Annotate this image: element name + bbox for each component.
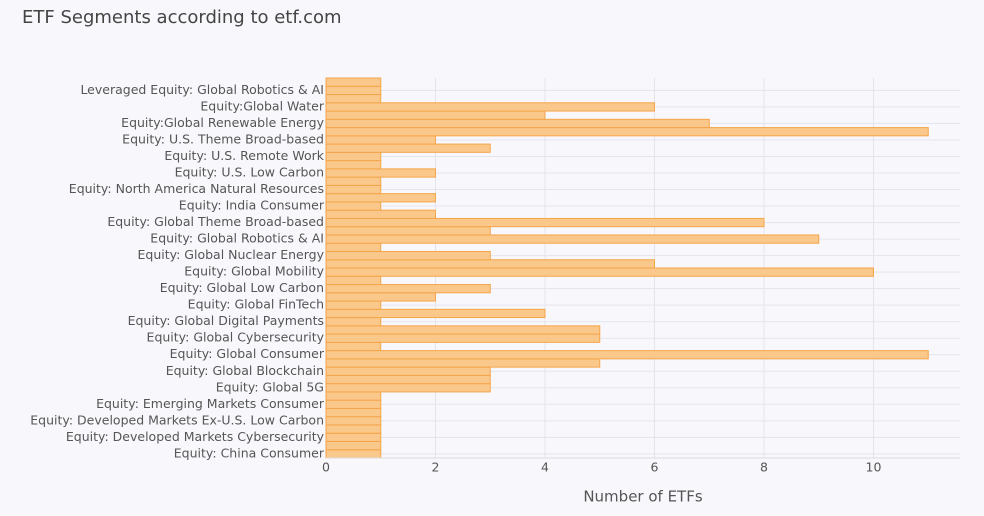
bar: [325, 85, 382, 96]
bar: [325, 135, 436, 145]
bar: [325, 168, 436, 178]
bar: [325, 440, 382, 451]
y-tick-label: Equity: Developed Markets Ex-U.S. Low Ca…: [30, 412, 324, 427]
bar: [325, 292, 436, 302]
bar: [325, 217, 765, 228]
bar: [325, 432, 382, 442]
bar: [325, 184, 382, 195]
y-tick-label: Equity: Global Digital Payments: [128, 313, 324, 328]
x-tick-label: 4: [541, 460, 549, 475]
bar: [325, 383, 491, 393]
bar: [325, 341, 382, 352]
y-tick-label: Equity: Global Blockchain: [166, 363, 324, 378]
bar: [325, 209, 436, 219]
x-tick-label: 2: [432, 460, 440, 475]
bar: [325, 127, 929, 137]
y-tick-label: Equity: China Consumer: [174, 445, 325, 460]
bar: [325, 407, 382, 418]
bar: [325, 424, 382, 434]
bar: [325, 259, 655, 269]
bar: [325, 102, 655, 112]
bar: [325, 201, 382, 211]
y-tick-label: Equity: Developed Markets Cybersecurity: [66, 429, 325, 444]
y-tick-label: Equity: India Consumer: [179, 198, 325, 213]
bar: [325, 94, 382, 104]
y-tick-label: Equity: Global Mobility: [184, 264, 324, 279]
bar: [325, 308, 546, 319]
bar: [325, 110, 546, 120]
bar: [325, 226, 491, 236]
x-tick-label: 6: [651, 460, 659, 475]
bar: [325, 250, 491, 261]
bar: [325, 317, 382, 327]
y-tick-label: Equity: Global Nuclear Energy: [138, 247, 325, 262]
bar: [325, 193, 436, 203]
y-tick-label: Equity: Global Cybersecurity: [147, 330, 325, 345]
bar: [325, 358, 601, 368]
bar: [325, 234, 820, 244]
y-tick-label: Equity: North America Natural Resources: [69, 181, 324, 196]
bar: [325, 399, 382, 409]
x-tick-label: 8: [760, 460, 768, 475]
y-tick-label: Equity: U.S. Low Carbon: [175, 165, 324, 180]
bar: [325, 374, 491, 385]
y-tick-label: Equity: Global Robotics & AI: [150, 231, 324, 246]
bar: [325, 300, 382, 310]
bar: [325, 267, 874, 277]
y-tick-label: Equity:Global Renewable Energy: [121, 115, 324, 130]
y-tick-label: Equity: Global Consumer: [170, 346, 325, 361]
y-tick-label: Equity: Global 5G: [216, 379, 324, 394]
y-tick-label: Leveraged Equity: Global Robotics & AI: [80, 82, 324, 97]
y-tick-label: Equity: Emerging Markets Consumer: [96, 396, 325, 411]
bar: [325, 176, 382, 186]
x-tick-label: 0: [322, 460, 330, 475]
y-tick-label: Equity:Global Water: [200, 98, 324, 113]
x-axis-label: Number of ETFs: [583, 488, 703, 506]
y-tick-label: Equity: Global Low Carbon: [160, 280, 324, 295]
bar: [325, 325, 601, 335]
x-tick-label: 10: [866, 460, 882, 475]
bar: [325, 151, 382, 162]
y-tick-label: Equity: U.S. Remote Work: [164, 148, 324, 163]
y-tick-label: Equity: Global Theme Broad-based: [107, 214, 324, 229]
bar: [325, 143, 491, 153]
bar: [325, 416, 382, 426]
y-tick-label: Equity: Global FinTech: [188, 297, 324, 312]
bar: [325, 242, 382, 252]
bar: [325, 350, 929, 360]
bar: [325, 391, 382, 401]
bar: [325, 284, 491, 294]
bar: [325, 333, 601, 343]
bar: [325, 77, 382, 87]
chart-title: ETF Segments according to etf.com: [22, 7, 342, 28]
bar: [325, 366, 491, 376]
bar: [325, 275, 382, 286]
bar: [325, 118, 710, 129]
y-tick-label: Equity: U.S. Theme Broad-based: [122, 131, 324, 146]
bar: [325, 449, 382, 459]
bar: [325, 160, 382, 170]
